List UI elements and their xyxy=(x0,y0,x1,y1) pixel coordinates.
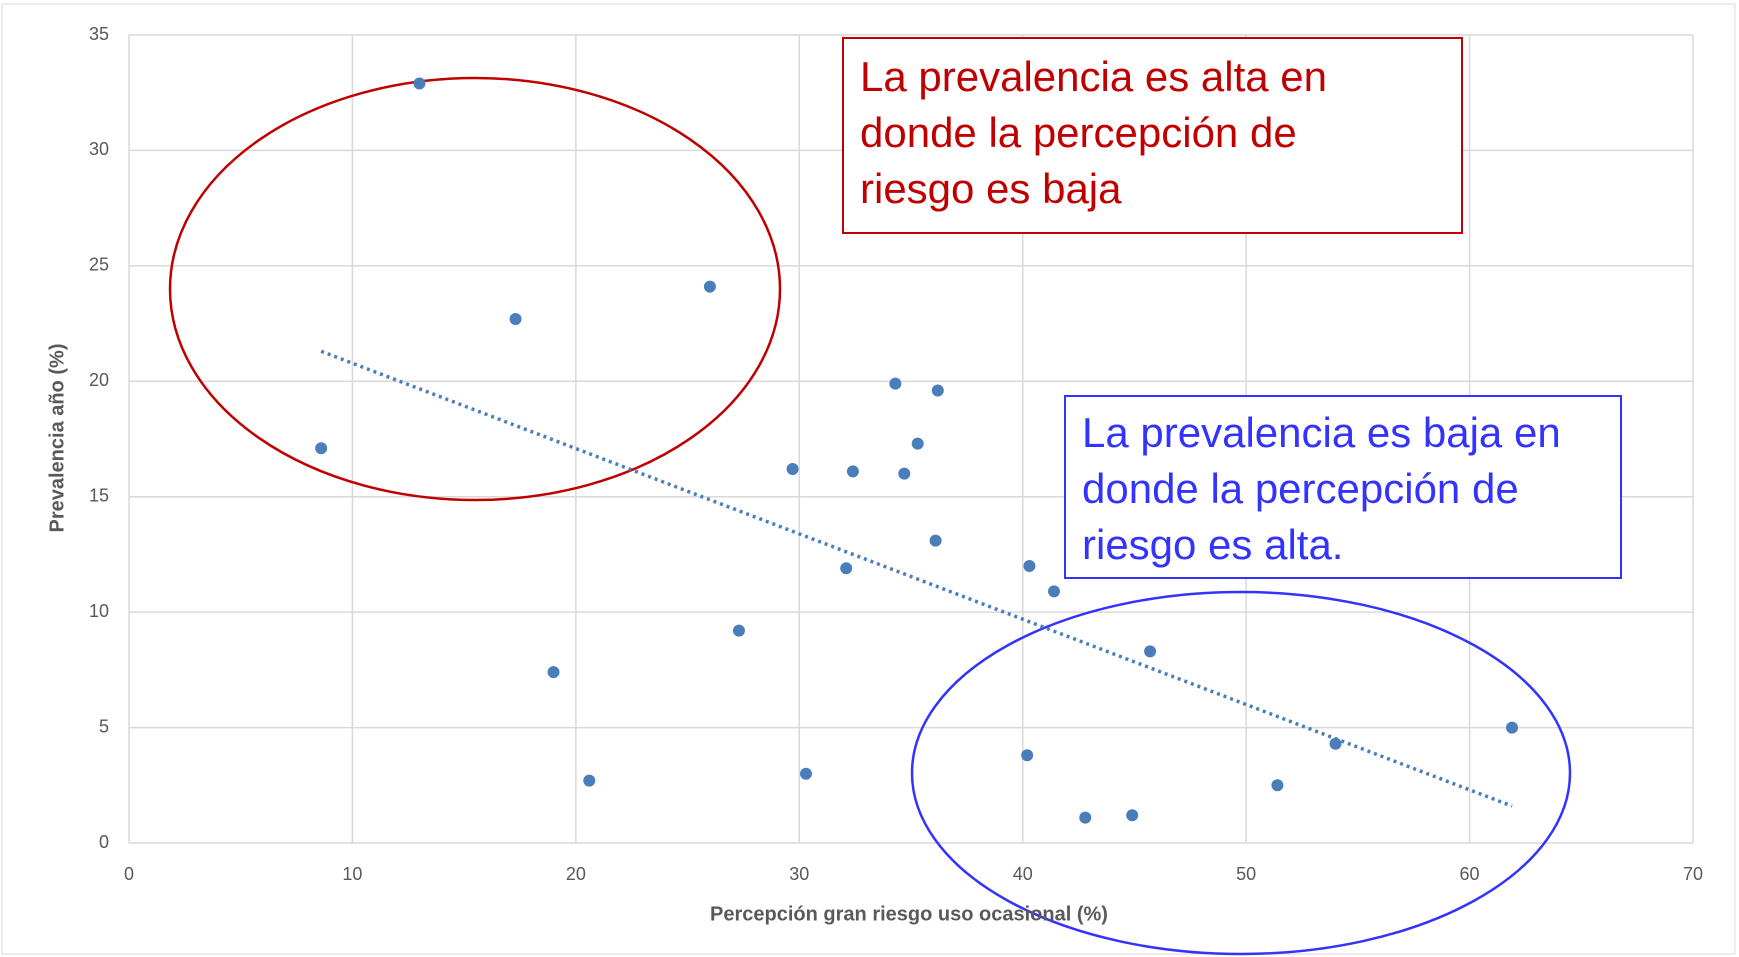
y-tick-label: 5 xyxy=(99,716,109,736)
data-point xyxy=(547,666,560,679)
y-tick-label: 10 xyxy=(89,601,109,621)
data-point xyxy=(1047,585,1060,598)
data-point xyxy=(1021,749,1034,762)
x-tick-label: 70 xyxy=(1683,864,1703,884)
highlight-ellipse xyxy=(168,76,782,502)
annotation-text: donde la percepción de xyxy=(1082,465,1519,512)
data-point xyxy=(1271,779,1284,792)
data-point xyxy=(931,384,944,397)
x-tick-label: 60 xyxy=(1460,864,1480,884)
y-tick-label: 35 xyxy=(89,24,109,44)
data-point xyxy=(1126,809,1139,822)
annotation-text: donde la percepción de xyxy=(860,109,1297,156)
annotation-text: riesgo es alta. xyxy=(1082,521,1343,568)
annotation-text: La prevalencia es alta en xyxy=(860,53,1327,100)
x-axis-title: Percepción gran riesgo uso ocasional (%) xyxy=(710,903,1108,925)
x-tick-label: 0 xyxy=(124,864,134,884)
annotation-text: riesgo es baja xyxy=(860,165,1122,212)
data-point xyxy=(799,767,812,780)
data-point xyxy=(732,624,745,637)
data-point xyxy=(911,437,924,450)
y-tick-label: 15 xyxy=(89,485,109,505)
chart-border xyxy=(1,3,1736,955)
x-tick-label: 40 xyxy=(1013,864,1033,884)
data-point xyxy=(929,534,942,547)
annotation-box xyxy=(842,37,1463,234)
y-tick-label: 25 xyxy=(89,255,109,275)
data-point xyxy=(840,562,853,575)
highlight-ellipse xyxy=(910,590,1572,956)
data-point xyxy=(898,467,911,480)
data-point xyxy=(1144,645,1157,658)
data-point xyxy=(315,442,328,455)
data-point xyxy=(1506,721,1519,734)
x-tick-label: 20 xyxy=(566,864,586,884)
y-tick-label: 30 xyxy=(89,139,109,159)
x-tick-label: 50 xyxy=(1236,864,1256,884)
x-tick-label: 30 xyxy=(789,864,809,884)
data-point xyxy=(846,465,859,478)
y-tick-label: 0 xyxy=(99,832,109,852)
data-point xyxy=(703,280,716,293)
data-point xyxy=(583,774,596,787)
data-point xyxy=(413,77,426,90)
annotation-box xyxy=(1064,395,1622,579)
trendline xyxy=(320,349,1513,808)
data-point xyxy=(889,377,902,390)
data-point xyxy=(1329,737,1342,750)
y-tick-label: 20 xyxy=(89,370,109,390)
data-point xyxy=(509,312,522,325)
data-point xyxy=(786,463,799,476)
x-tick-label: 10 xyxy=(342,864,362,884)
y-axis-title: Prevalencia año (%) xyxy=(46,344,68,533)
annotation-text: La prevalencia es baja en xyxy=(1082,409,1561,456)
data-point xyxy=(1023,559,1036,572)
data-point xyxy=(1079,811,1092,824)
